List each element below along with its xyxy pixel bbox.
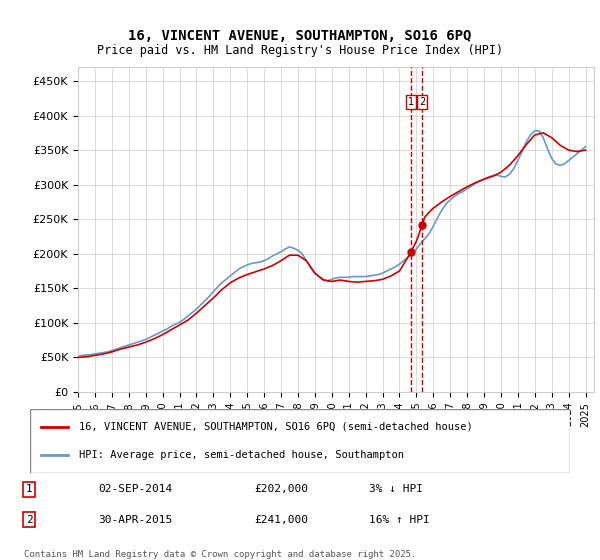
Text: 1: 1 — [408, 97, 414, 107]
Text: Contains HM Land Registry data © Crown copyright and database right 2025.
This d: Contains HM Land Registry data © Crown c… — [24, 550, 416, 560]
Text: 16% ↑ HPI: 16% ↑ HPI — [369, 515, 430, 525]
Text: £202,000: £202,000 — [254, 484, 308, 494]
Text: 02-SEP-2014: 02-SEP-2014 — [98, 484, 173, 494]
Text: 2: 2 — [26, 515, 32, 525]
Text: 30-APR-2015: 30-APR-2015 — [98, 515, 173, 525]
Text: 16, VINCENT AVENUE, SOUTHAMPTON, SO16 6PQ (semi-detached house): 16, VINCENT AVENUE, SOUTHAMPTON, SO16 6P… — [79, 422, 472, 432]
Text: 16, VINCENT AVENUE, SOUTHAMPTON, SO16 6PQ: 16, VINCENT AVENUE, SOUTHAMPTON, SO16 6P… — [128, 29, 472, 44]
Text: 1: 1 — [26, 484, 32, 494]
FancyBboxPatch shape — [30, 409, 570, 473]
Text: 3% ↓ HPI: 3% ↓ HPI — [369, 484, 423, 494]
Text: 2: 2 — [419, 97, 425, 107]
Text: £241,000: £241,000 — [254, 515, 308, 525]
Text: HPI: Average price, semi-detached house, Southampton: HPI: Average price, semi-detached house,… — [79, 450, 404, 460]
Text: Price paid vs. HM Land Registry's House Price Index (HPI): Price paid vs. HM Land Registry's House … — [97, 44, 503, 57]
